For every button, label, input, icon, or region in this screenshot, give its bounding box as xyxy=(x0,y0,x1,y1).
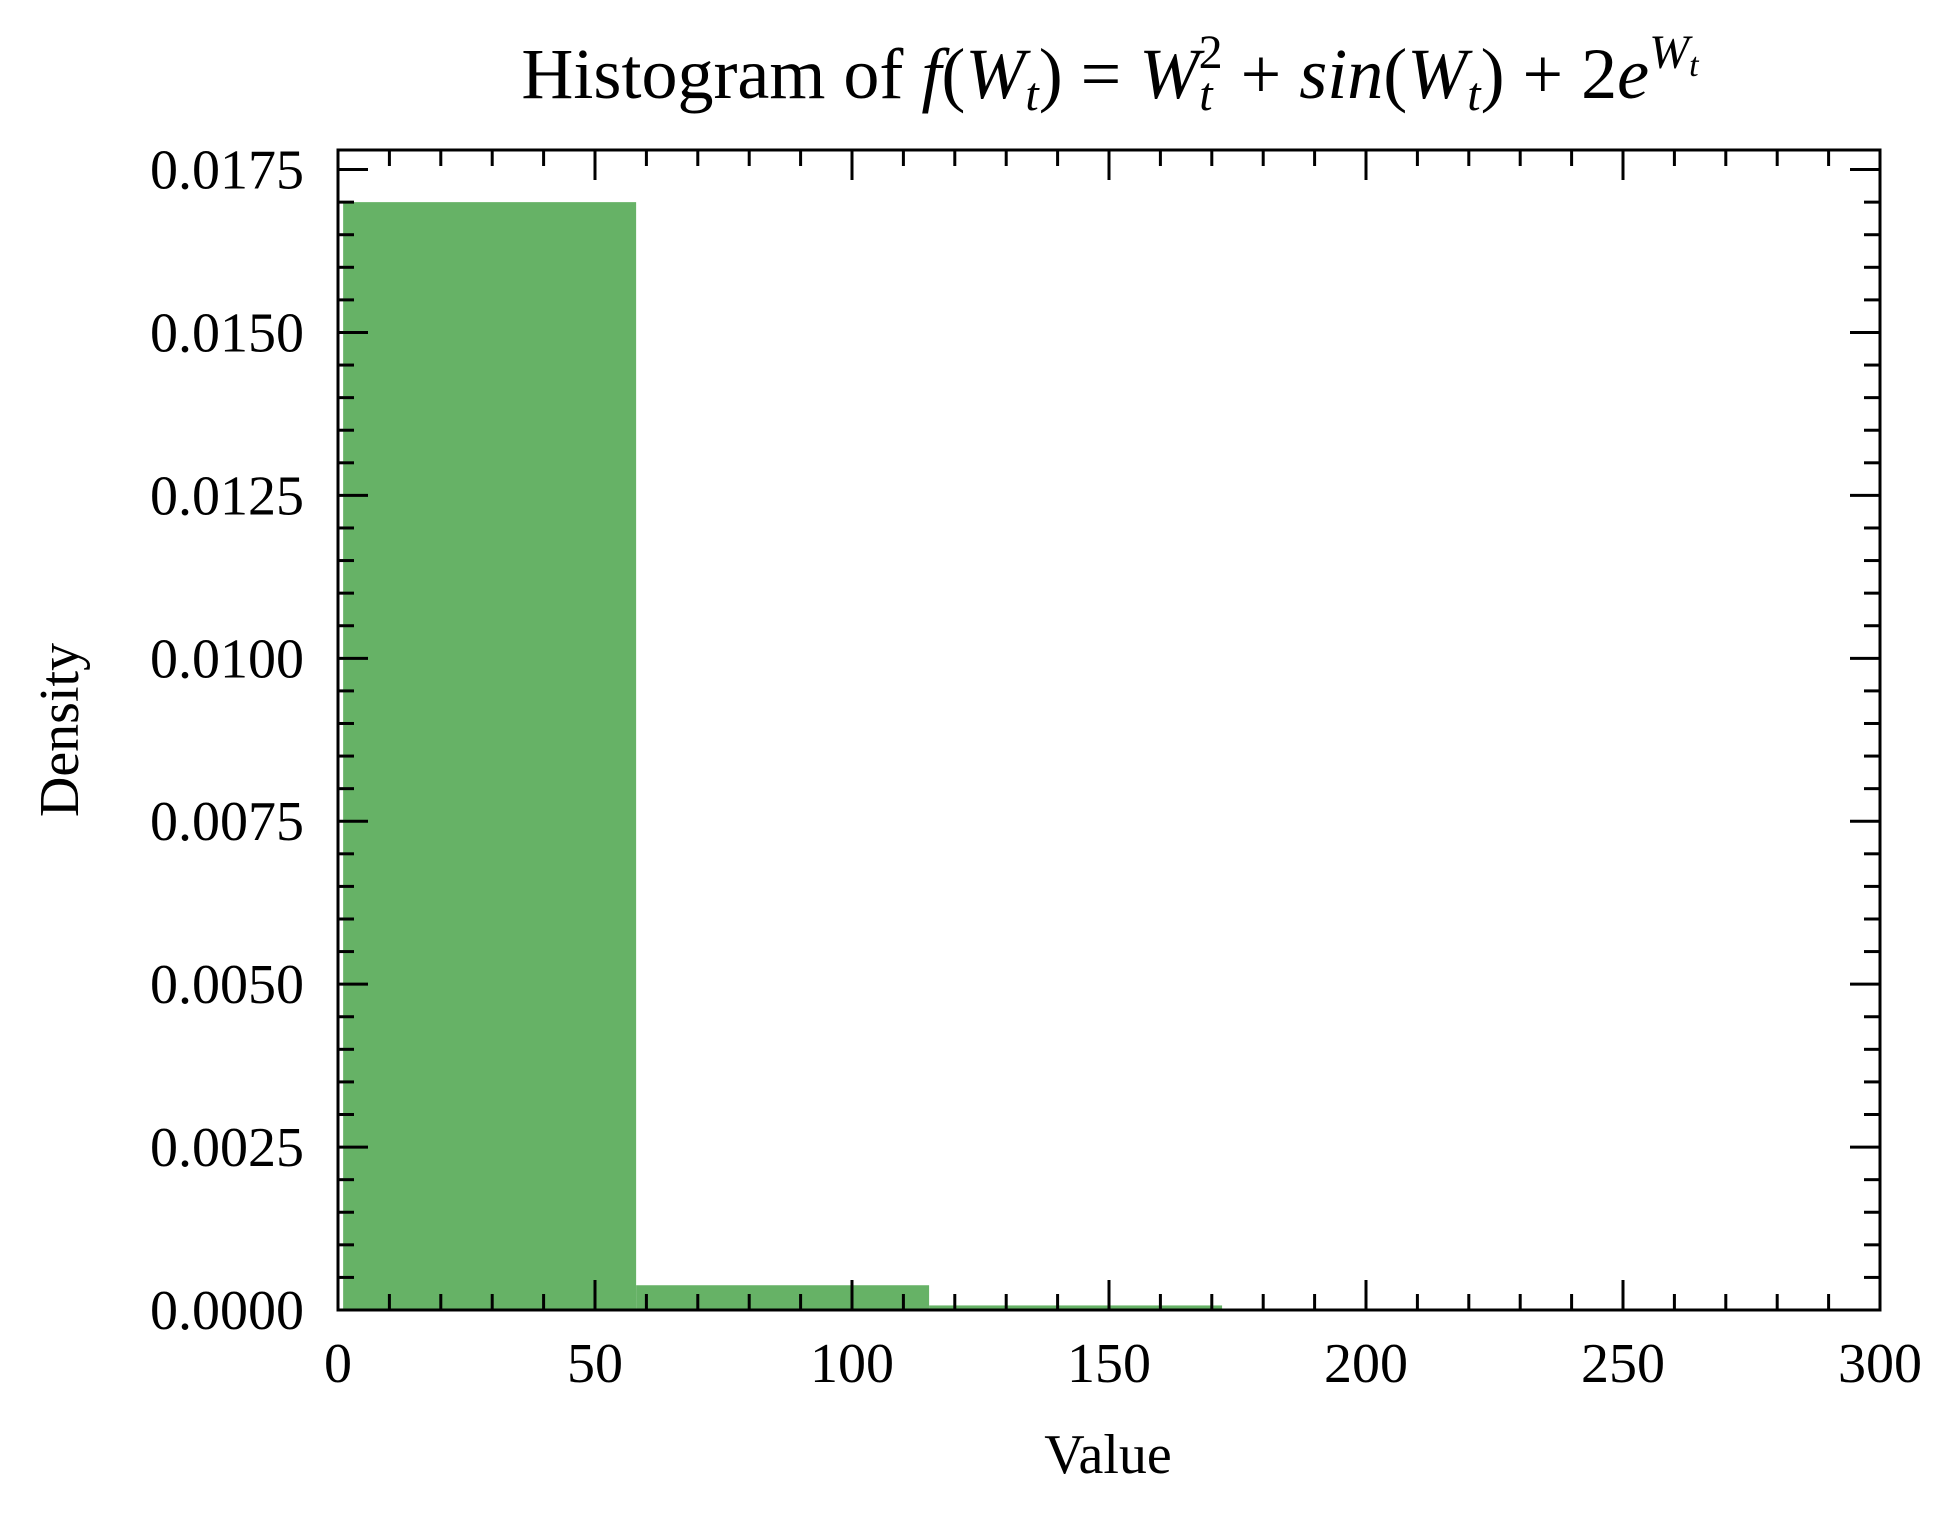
plot-frame xyxy=(336,148,1882,1312)
y-tick-label: 0.0075 xyxy=(150,791,304,853)
x-tick-label: 100 xyxy=(810,1333,894,1395)
tick-labels: 0 50 100 150 200 250 300 0.0000 0.0025 0.0050 0.00… xyxy=(150,140,1922,1395)
histogram-bar-0 xyxy=(343,202,637,1311)
histogram-bar-1 xyxy=(636,1285,930,1310)
y-axis-label: Density xyxy=(29,643,91,817)
x-tick-label: 50 xyxy=(567,1333,623,1395)
x-tick-label: 300 xyxy=(1838,1333,1922,1395)
histogram-bar-2 xyxy=(929,1305,1223,1310)
chart-title: Histogram of f(Wt) = Wt2 + sin(Wt) + 2eW… xyxy=(521,26,1700,121)
x-tick-label: 150 xyxy=(1067,1333,1151,1395)
y-tick-label: 0.0175 xyxy=(150,140,304,202)
x-tick-label: 200 xyxy=(1324,1333,1408,1395)
y-tick-label: 0.0025 xyxy=(150,1117,304,1179)
x-tick-label: 0 xyxy=(324,1333,352,1395)
y-tick-label: 0.0150 xyxy=(150,302,304,364)
x-tick-label: 250 xyxy=(1581,1333,1665,1395)
axis-ticks xyxy=(336,150,1882,1312)
y-tick-label: 0.0100 xyxy=(150,628,304,690)
y-tick-label: 0.0125 xyxy=(150,465,304,527)
y-tick-label: 0.0050 xyxy=(150,954,304,1016)
y-tick-label: 0.0000 xyxy=(150,1280,304,1342)
histogram-bars xyxy=(343,202,1809,1311)
x-axis-label: Value xyxy=(1044,1424,1172,1486)
